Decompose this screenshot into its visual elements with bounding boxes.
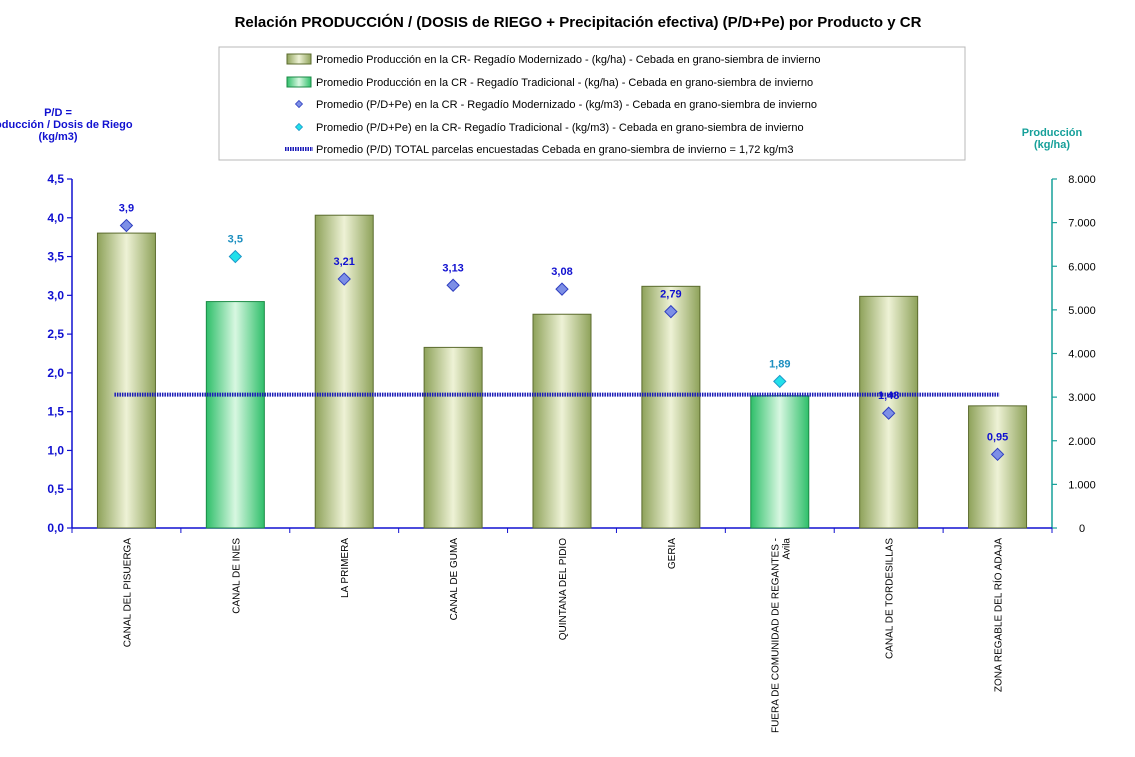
category-label-line: Avila <box>781 538 792 560</box>
data-label: 1,89 <box>769 358 790 370</box>
y-left-tick-label: 0,0 <box>47 521 64 535</box>
y-right-tick-label: 8.000 <box>1068 174 1096 186</box>
data-label: 1,48 <box>878 390 899 402</box>
y-right-tick-label: 0 <box>1079 523 1085 535</box>
category-label-line: GERIA <box>667 538 678 569</box>
bar-modernizado <box>968 405 1028 529</box>
y-axis-left-title-line: (kg/m3) <box>38 131 77 143</box>
y-axis-left-title: P/D =Producción / Dosis de Riego(kg/m3) <box>0 107 133 143</box>
bar-tradicional <box>750 395 810 529</box>
marker-modernizado <box>664 304 678 319</box>
bar-modernizado <box>532 313 592 529</box>
category-label: LA PRIMERA <box>340 538 351 598</box>
data-label: 3,13 <box>442 262 463 274</box>
legend-label: Promedio (P/D+Pe) en la CR - Regadío Mod… <box>316 99 817 111</box>
legend-label: Promedio Producción en la CR- Regadío Mo… <box>316 54 820 66</box>
category-label: CANAL DE GUMA <box>449 538 460 621</box>
y-left-tick-label: 4,0 <box>47 211 64 225</box>
category-label: CANAL DE INES <box>231 538 242 614</box>
marker-modernizado <box>119 218 134 233</box>
y-right-tick-label: 1.000 <box>1068 479 1096 491</box>
y-axis-right-title-line: Producción <box>1022 127 1083 139</box>
category-label-line: CANAL DE TORDESILLAS <box>885 538 896 659</box>
y-axis-right-title: Producción(kg/ha) <box>1022 127 1083 151</box>
y-left-tick-label: 3,5 <box>47 250 64 264</box>
y-left-tick-label: 1,5 <box>47 405 64 419</box>
legend: Promedio Producción en la CR- Regadío Mo… <box>218 46 966 161</box>
y-right-tick-label: 4.000 <box>1068 349 1096 361</box>
category-label-line: CANAL DE INES <box>231 538 242 614</box>
data-label: 3,21 <box>334 256 355 268</box>
data-label: 0,95 <box>987 431 1008 443</box>
category-label: QUINTANA DEL PIDIO <box>558 538 569 640</box>
marker-tradicional <box>773 374 787 389</box>
data-label: 3,08 <box>551 266 572 278</box>
marker-tradicional <box>228 249 243 264</box>
plot-area: 0,0 0,5 1,0 1,5 2,0 2,5 3,0 3,5 4,0 4,5 0 1.000 2.00… <box>47 172 1095 733</box>
y-left-tick-label: 2,0 <box>47 366 64 380</box>
category-label: CANAL DEL PISUERGA <box>122 538 133 648</box>
data-label: 3,5 <box>228 234 243 246</box>
category-label: CANAL DE TORDESILLAS <box>885 538 896 659</box>
marker-modernizado <box>990 447 1005 462</box>
category-label-line: CANAL DE GUMA <box>449 538 460 621</box>
marker-modernizado <box>337 272 351 286</box>
y-right-tick-label: 3.000 <box>1068 392 1096 404</box>
y-left-tick-label: 1,0 <box>47 443 64 457</box>
category-label-line: CANAL DEL PISUERGA <box>122 538 133 648</box>
y-right-tick-label: 2.000 <box>1068 436 1096 448</box>
legend-swatch-bar <box>286 53 312 65</box>
legend-swatch-marker <box>294 99 304 109</box>
y-right-tick-label: 6.000 <box>1068 261 1096 273</box>
category-label-line: FUERA DE COMUNIDAD DE REGANTES - <box>770 538 781 733</box>
y-axis-right-title-line: (kg/ha) <box>1034 139 1070 151</box>
category-label-line: ZONA REGABLE DEL RÍO ADAJA <box>992 538 1005 692</box>
legend-label: Promedio (P/D+Pe) en la CR- Regadío Trad… <box>316 122 804 134</box>
category-label: FUERA DE COMUNIDAD DE REGANTES - Avila <box>770 538 792 733</box>
bar-tradicional <box>205 301 265 529</box>
y-left-tick-label: 2,5 <box>47 327 64 341</box>
legend-swatch-marker <box>294 122 304 132</box>
y-axis-left-title-line: P/D = <box>44 107 72 119</box>
y-left-tick-label: 3,0 <box>47 288 64 302</box>
legend-label: Promedio (P/D) TOTAL parcelas encuestada… <box>316 144 793 156</box>
y-left-tick-label: 4,5 <box>47 172 64 186</box>
bar-modernizado <box>641 285 701 529</box>
legend-box <box>218 46 966 161</box>
category-label: GERIA <box>667 538 678 569</box>
bar-modernizado <box>423 346 483 529</box>
y-left-tick-label: 0,5 <box>47 482 64 496</box>
y-right-tick-label: 7.000 <box>1068 218 1096 230</box>
marker-modernizado <box>555 282 569 296</box>
bar-modernizado <box>314 214 374 529</box>
marker-modernizado <box>446 278 460 292</box>
legend-label: Promedio Producción en la CR - Regadío T… <box>316 77 813 89</box>
bar-modernizado <box>96 232 156 529</box>
legend-swatch-bar <box>286 76 312 88</box>
y-right-tick-label: 5.000 <box>1068 305 1096 317</box>
data-label: 2,79 <box>660 289 681 301</box>
marker-modernizado <box>881 406 896 420</box>
data-label: 3,9 <box>119 203 134 215</box>
category-label-line: QUINTANA DEL PIDIO <box>558 538 569 640</box>
y-axis-left-title-line: Producción / Dosis de Riego <box>0 119 133 131</box>
chart-title: Relación PRODUCCIÓN / (DOSIS de RIEGO + … <box>235 13 922 31</box>
category-label: ZONA REGABLE DEL RÍO ADAJA <box>992 538 1005 692</box>
category-label-line: LA PRIMERA <box>340 538 351 598</box>
